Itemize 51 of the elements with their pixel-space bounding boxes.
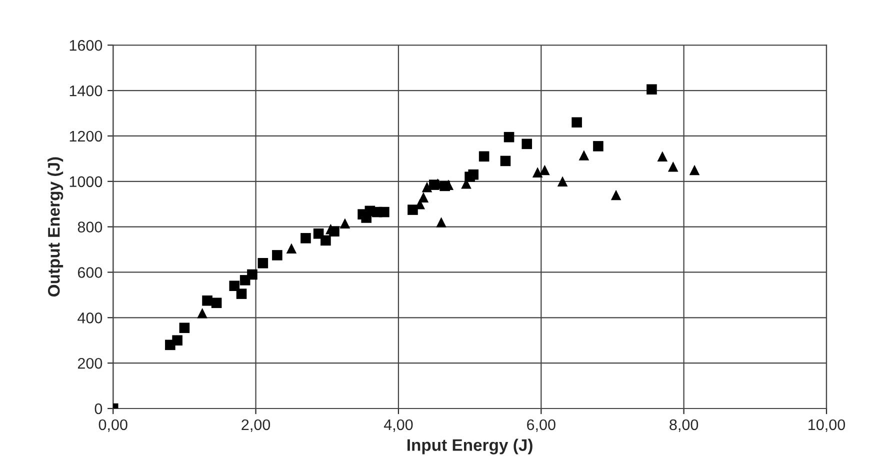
point [689, 164, 700, 176]
x-tick-label: 0,00 [98, 419, 128, 432]
point [272, 250, 282, 260]
point [657, 151, 668, 162]
point [258, 258, 268, 268]
y-tick-label: 800 [78, 222, 102, 232]
y-tick-label: 0 [94, 403, 102, 414]
point [211, 298, 222, 308]
point [379, 206, 390, 218]
point [610, 190, 622, 200]
point [197, 308, 208, 318]
point [229, 280, 240, 292]
point [468, 169, 479, 180]
point [540, 164, 550, 176]
point [646, 84, 657, 95]
x-tick-label: 10,00 [808, 419, 846, 432]
point [320, 235, 331, 246]
y-tick-label: 1400 [70, 85, 102, 96]
point [522, 138, 532, 150]
point [286, 243, 297, 254]
point [247, 269, 258, 280]
point [578, 150, 590, 160]
y-tick-label: 1000 [70, 176, 102, 188]
x-axis-title: Input Energy (J) [407, 438, 532, 454]
point [668, 161, 678, 172]
point [572, 117, 582, 128]
point [236, 288, 247, 299]
point [340, 218, 350, 229]
point [179, 322, 190, 334]
point [500, 156, 511, 166]
y-tick-label: 200 [78, 358, 102, 369]
point [593, 141, 604, 152]
point [202, 295, 212, 306]
point [532, 167, 543, 178]
y-tick-label: 600 [78, 267, 102, 278]
point [418, 192, 429, 202]
point [172, 335, 182, 346]
point [422, 182, 432, 192]
point [436, 217, 446, 228]
y-tick-label: 400 [78, 312, 102, 324]
point [557, 176, 568, 187]
y-tick-label: 1600 [70, 40, 102, 51]
y-tick-label: 1200 [70, 130, 102, 142]
point [504, 132, 514, 142]
y-axis-title: Output Energy (J) [48, 157, 64, 296]
x-tick-label: 2,00 [242, 419, 270, 432]
x-tick-label: 4,00 [384, 419, 413, 432]
x-tick-label: 8,00 [670, 419, 698, 432]
point [300, 233, 311, 244]
x-tick-label: 6,00 [527, 419, 556, 432]
point [478, 151, 490, 162]
